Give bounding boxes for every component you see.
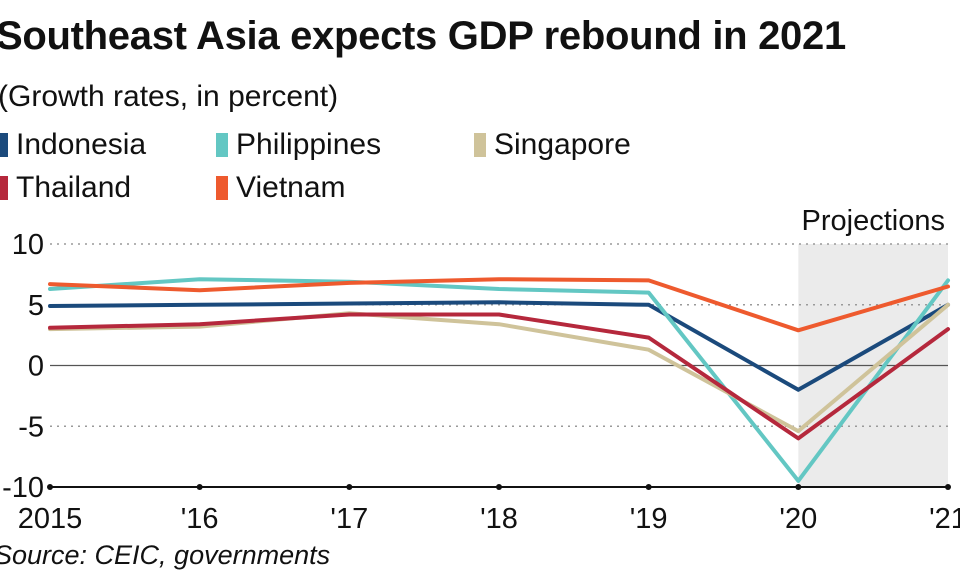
x-tick-label-1: '16 [181, 503, 219, 535]
x-tick-1 [196, 484, 203, 490]
legend-item-singapore: Singapore [474, 128, 631, 162]
series-line-singapore [48, 302, 950, 434]
x-tick-label-0: 2015 [18, 503, 83, 535]
legend-swatch-thailand [0, 176, 8, 200]
legend-item-thailand: Thailand [0, 171, 131, 205]
x-tick-label-6: '21 [929, 503, 960, 535]
legend-label-singapore: Singapore [494, 128, 631, 161]
chart-source: Source: CEIC, governments [0, 540, 331, 570]
series-line-thailand [48, 312, 950, 441]
x-tick-2 [346, 484, 353, 490]
legend-swatch-indonesia [0, 133, 8, 157]
legend-swatch-singapore [474, 133, 486, 157]
y-tick-label-minus-5: -5 [18, 411, 44, 443]
y-tick-label-5: 5 [28, 290, 44, 322]
chart-title: Southeast Asia expects GDP rebound in 20… [0, 14, 846, 58]
x-tick-6 [945, 484, 951, 490]
x-tick-0 [47, 484, 53, 490]
x-tick-5 [795, 484, 802, 490]
x-tick-label-3: '18 [480, 503, 518, 535]
x-tick-3 [496, 484, 502, 490]
y-tick-label-minus-10: -10 [2, 472, 44, 504]
legend-item-vietnam: Vietnam [216, 171, 346, 205]
legend-label-vietnam: Vietnam [236, 171, 346, 204]
series-line-philippines [48, 277, 950, 483]
series-line-indonesia [48, 300, 950, 392]
legend-label-thailand: Thailand [16, 171, 132, 204]
chart-subtitle: (Growth rates, in percent) [0, 80, 339, 113]
legend-item-indonesia: Indonesia [0, 128, 146, 162]
x-tick-label-5: '20 [779, 503, 817, 535]
legend-swatch-philippines [216, 133, 228, 157]
projection-label: Projections [802, 205, 945, 237]
y-tick-label-0: 0 [28, 351, 44, 383]
series-line-vietnam [48, 277, 950, 333]
x-tick-label-2: '17 [330, 503, 368, 535]
legend-label-philippines: Philippines [236, 128, 382, 161]
legend-label-indonesia: Indonesia [16, 128, 147, 161]
x-tick-4 [645, 484, 652, 490]
legend-item-philippines: Philippines [216, 128, 381, 162]
x-tick-label-4: '19 [630, 503, 668, 535]
y-tick-label-10: 10 [12, 229, 44, 261]
legend-swatch-vietnam [216, 176, 228, 200]
